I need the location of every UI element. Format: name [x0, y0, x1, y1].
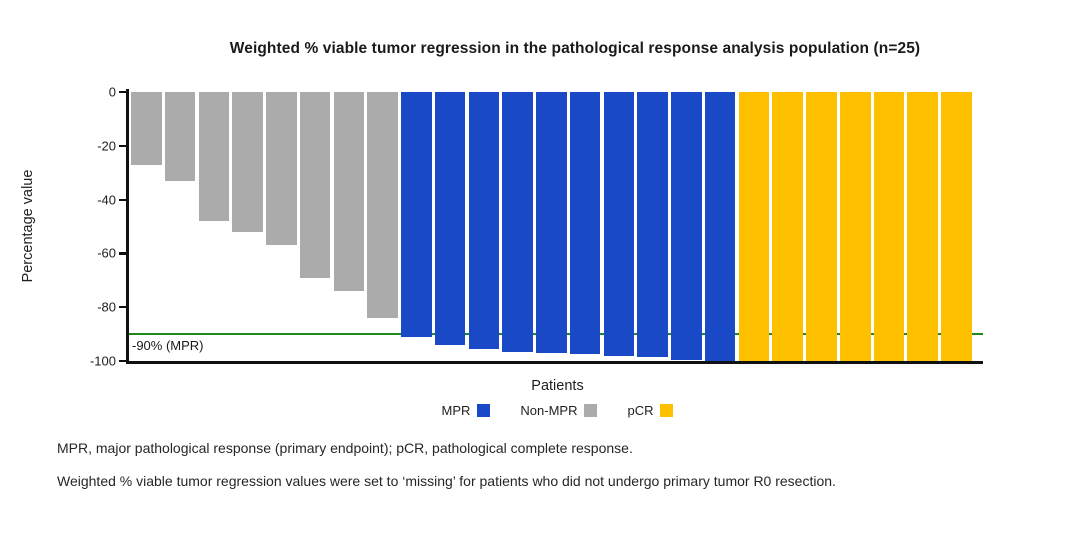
footnote-abbreviations: MPR, major pathological response (primar… — [57, 440, 633, 456]
patient-bar-non-mpr — [232, 92, 263, 232]
footnote-missing-values: Weighted % viable tumor regression value… — [57, 473, 836, 489]
y-tick — [119, 91, 126, 94]
legend-label: pCR — [627, 403, 654, 418]
patient-bar-non-mpr — [367, 92, 398, 318]
y-tick-label: -80 — [97, 299, 116, 315]
y-axis-line — [126, 89, 129, 362]
patient-bar-pcr — [907, 92, 939, 361]
patient-bar-non-mpr — [164, 92, 196, 181]
x-axis-line — [126, 361, 983, 364]
legend-item-non-mpr: Non-MPR — [520, 403, 598, 418]
chart-title: Weighted % viable tumor regression in th… — [229, 40, 921, 57]
legend-swatch-icon — [477, 404, 491, 417]
legend-swatch-icon — [660, 404, 674, 417]
patient-bar-mpr — [704, 92, 736, 361]
y-tick — [119, 360, 126, 363]
y-tick-label: 0 — [108, 84, 116, 100]
patient-bar-pcr — [806, 92, 837, 361]
y-tick-label: -100 — [89, 353, 116, 369]
patient-bar-pcr — [941, 92, 972, 361]
legend-item-mpr: MPR — [442, 403, 491, 418]
legend-label: MPR — [441, 403, 471, 418]
patient-bar-mpr — [603, 92, 635, 356]
y-tick-label: -60 — [97, 245, 116, 261]
patient-bar-mpr — [569, 92, 601, 355]
plot-area: 0 -20 -40 -60 -80 -100 -90% (MPR) — [90, 85, 983, 369]
y-tick — [119, 306, 126, 309]
legend-swatch-icon — [584, 404, 598, 417]
patient-bar-pcr — [772, 92, 803, 361]
patient-bar-non-mpr — [266, 92, 297, 246]
y-tick — [119, 252, 126, 255]
x-axis-title: Patients — [531, 378, 584, 394]
patient-bar-pcr — [873, 92, 905, 361]
y-tick — [119, 198, 126, 201]
y-tick-label: -40 — [97, 192, 116, 208]
patient-bar-mpr — [637, 92, 668, 357]
patient-bar-mpr — [468, 92, 500, 349]
patient-bar-mpr — [401, 92, 432, 337]
patient-bar-mpr — [671, 92, 702, 360]
patient-bar-non-mpr — [198, 92, 230, 222]
mpr-threshold-label: -90% (MPR) — [132, 338, 204, 354]
patient-bar-non-mpr — [299, 92, 331, 278]
legend-label: Non-MPR — [520, 403, 578, 418]
y-tick — [119, 144, 126, 147]
patient-bar-non-mpr — [131, 92, 162, 165]
patient-bar-pcr — [738, 92, 770, 361]
patient-bar-mpr — [434, 92, 466, 345]
y-axis-title: Percentage value — [20, 169, 36, 283]
patient-bar-mpr — [536, 92, 567, 353]
y-tick-label: -20 — [97, 138, 116, 154]
patient-bar-non-mpr — [333, 92, 365, 292]
legend: MPR Non-MPR pCR — [135, 403, 980, 418]
legend-item-pcr: pCR — [627, 403, 674, 418]
patient-bar-mpr — [502, 92, 533, 352]
patient-bar-pcr — [839, 92, 871, 361]
